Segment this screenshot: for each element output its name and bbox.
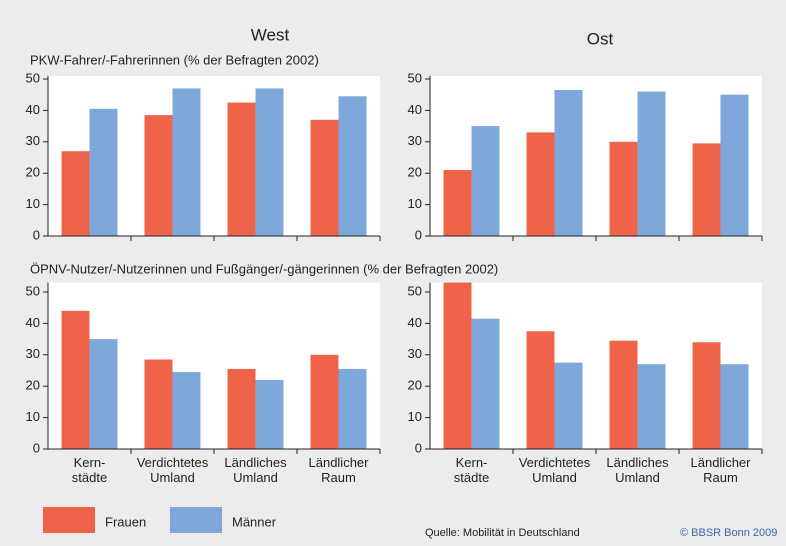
bar: [61, 151, 90, 236]
bar: [227, 368, 256, 449]
y-tick-label: 40: [26, 102, 40, 117]
bar: [471, 318, 500, 449]
bar: [554, 89, 583, 237]
bar: [338, 368, 367, 449]
y-tick-label: 0: [33, 440, 40, 455]
bar: [144, 359, 173, 449]
legend-swatch: [43, 507, 95, 533]
bar: [609, 340, 638, 449]
bar: [443, 170, 472, 236]
section-title: PKW-Fahrer/-Fahrerinnen (% der Befragten…: [30, 52, 319, 67]
bar: [637, 91, 666, 236]
bar: [255, 379, 284, 449]
bar: [227, 102, 256, 236]
bar: [255, 88, 284, 236]
y-tick-label: 50: [408, 70, 422, 85]
y-tick-label: 50: [26, 70, 40, 85]
bar: [526, 331, 555, 449]
y-tick-label: 30: [26, 133, 40, 148]
y-tick-label: 20: [26, 165, 40, 180]
y-tick-label: 40: [408, 315, 422, 330]
bar: [172, 88, 201, 236]
y-tick-label: 20: [408, 165, 422, 180]
y-tick-label: 40: [26, 315, 40, 330]
bar: [471, 126, 500, 236]
y-tick-label: 0: [415, 440, 422, 455]
column-title: West: [251, 25, 290, 44]
x-tick-label: Verdichtetes Umland: [137, 455, 209, 485]
y-tick-label: 20: [408, 378, 422, 393]
y-tick-label: 40: [408, 102, 422, 117]
y-tick-label: 10: [26, 409, 40, 424]
bar: [526, 132, 555, 236]
x-tick-label: Ländliches Umland: [606, 455, 669, 485]
bar: [89, 339, 118, 449]
bar: [554, 362, 583, 449]
bar: [89, 108, 118, 236]
y-tick-label: 50: [26, 283, 40, 298]
legend-label: Männer: [232, 514, 277, 529]
bar: [609, 141, 638, 236]
source: Quelle: Mobilität in Deutschland: [425, 527, 580, 539]
bar: [720, 94, 749, 236]
y-tick-label: 30: [26, 346, 40, 361]
bar: [310, 119, 339, 236]
y-tick-label: 50: [408, 283, 422, 298]
bar: [338, 96, 367, 237]
x-tick-label: Kern-städte: [454, 455, 489, 485]
x-tick-label: Ländliches Umland: [224, 455, 287, 485]
bar: [144, 115, 173, 236]
x-tick-label: Ländlicher Raum: [309, 455, 370, 485]
y-tick-label: 10: [408, 409, 422, 424]
legend-swatch: [170, 507, 222, 533]
bar: [310, 354, 339, 449]
bar: [172, 372, 201, 449]
section-title: ÖPNV-Nutzer/-Nutzerinnen und Fußgänger/-…: [30, 261, 498, 276]
y-tick-label: 30: [408, 346, 422, 361]
column-title: Ost: [587, 29, 614, 48]
y-tick-label: 10: [408, 196, 422, 211]
legend-label: Frauen: [105, 514, 146, 529]
y-tick-label: 0: [415, 227, 422, 242]
bar: [692, 342, 721, 449]
copyright: © BBSR Bonn 2009: [680, 527, 777, 539]
y-tick-label: 20: [26, 378, 40, 393]
y-tick-label: 0: [33, 227, 40, 242]
x-tick-label: Kern-städte: [72, 455, 107, 485]
bar: [692, 143, 721, 236]
y-tick-label: 10: [26, 196, 40, 211]
bar: [61, 310, 90, 449]
bar: [720, 364, 749, 449]
x-tick-label: Verdichtetes Umland: [519, 455, 591, 485]
y-tick-label: 30: [408, 133, 422, 148]
x-tick-label: Ländlicher Raum: [691, 455, 752, 485]
bar: [443, 282, 472, 449]
bar: [637, 364, 666, 449]
